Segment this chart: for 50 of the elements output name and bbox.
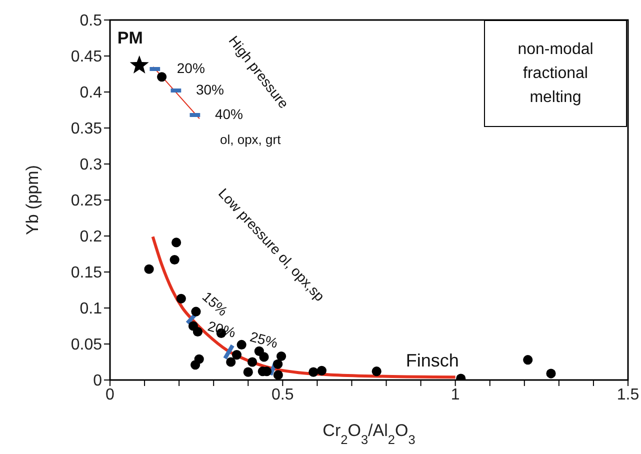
annotation: 30%: [196, 82, 224, 98]
point: [144, 264, 154, 274]
annotation: 25%: [248, 328, 280, 352]
annotation: 20%: [206, 318, 238, 340]
point: [259, 352, 269, 362]
point: [273, 359, 283, 369]
annotation: ol, opx, grt: [220, 132, 282, 147]
point: [247, 357, 258, 367]
annotation: PM: [117, 28, 143, 48]
x-tick-label: 0: [106, 386, 115, 404]
point: [176, 294, 186, 304]
y-tick-label: 0.15: [70, 264, 102, 282]
y-tick-label: 0.35: [70, 120, 102, 138]
x-tick-label: 0.5: [272, 386, 294, 404]
y-tick-label: 0.05: [70, 336, 102, 354]
point: [316, 366, 326, 376]
y-tick-label: 0.4: [80, 84, 102, 102]
y-tick-label: 0: [93, 372, 102, 390]
point: [192, 326, 203, 337]
y-tick-label: 0.45: [70, 48, 102, 66]
point: [372, 366, 382, 376]
x-tick-label: 1.5: [616, 386, 640, 404]
point: [130, 55, 149, 74]
annotation: 40%: [214, 106, 243, 122]
y-tick-label: 0.5: [80, 12, 102, 30]
point: [191, 306, 201, 316]
y-tick-label: 0.25: [70, 192, 102, 210]
point: [523, 355, 533, 365]
point: [157, 72, 167, 82]
point: [170, 254, 180, 265]
point: [308, 367, 318, 377]
point: [172, 238, 182, 248]
point: [273, 370, 283, 380]
point: [194, 354, 204, 364]
annotation: Finsch: [406, 350, 459, 371]
annotation: 20%: [176, 60, 205, 76]
point: [276, 351, 286, 362]
x-axis-title: Cr$_{2}$O$_{3}$/Al$_{2}$O$_{3}$: [322, 421, 416, 446]
point: [546, 368, 556, 378]
point: [232, 350, 242, 360]
y-axis-title: Yb (ppm): [23, 165, 42, 235]
point: [243, 367, 253, 377]
annotation: 15%: [199, 288, 231, 319]
x-tick-label: 1: [450, 386, 460, 404]
y-tick-label: 0.1: [80, 300, 102, 318]
point: [226, 357, 236, 367]
text-frame: non-modal fractional melting: [484, 20, 627, 127]
point: [236, 340, 246, 350]
y-tick-label: 0.2: [80, 228, 102, 246]
y-tick-label: 0.3: [80, 156, 102, 174]
